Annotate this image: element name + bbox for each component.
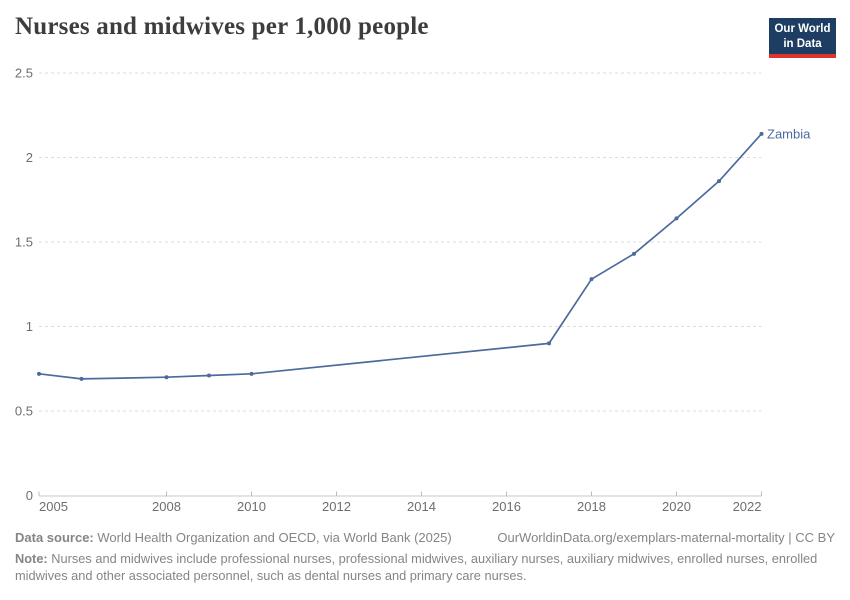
attribution-link[interactable]: OurWorldinData.org/exemplars-maternal-mo… xyxy=(497,530,835,545)
svg-text:2014: 2014 xyxy=(407,499,436,514)
entity-label[interactable]: Zambia xyxy=(767,126,811,141)
chart-note-text: Nurses and midwives include professional… xyxy=(15,551,818,584)
svg-text:0.5: 0.5 xyxy=(15,404,33,419)
data-line-zambia[interactable] xyxy=(38,132,763,380)
chart-note: Note: Nurses and midwives include profes… xyxy=(15,550,835,585)
data-source-text: World Health Organization and OECD, via … xyxy=(93,530,452,545)
line-chart[interactable]: 0 0.5 1 1.5 2 2.5 2005 2008 2010 2012 2014 2016 2018… xyxy=(0,0,850,528)
svg-text:1.5: 1.5 xyxy=(15,235,33,250)
svg-text:2: 2 xyxy=(26,150,33,165)
data-source: Data source: World Health Organization a… xyxy=(15,530,452,545)
svg-text:0: 0 xyxy=(26,488,33,503)
svg-text:2018: 2018 xyxy=(577,499,606,514)
x-axis-labels: 2005 2008 2010 2012 2014 2016 2018 2020 2022 xyxy=(39,499,762,514)
owid-logo-line2: in Data xyxy=(783,37,822,50)
gridlines xyxy=(39,72,762,412)
data-markers[interactable] xyxy=(37,131,764,381)
chart-note-label: Note: xyxy=(15,551,48,566)
svg-text:2022: 2022 xyxy=(733,499,762,514)
y-axis-labels: 0 0.5 1 1.5 2 2.5 xyxy=(15,66,33,504)
svg-text:2.5: 2.5 xyxy=(15,66,33,81)
svg-text:1: 1 xyxy=(26,319,33,334)
svg-text:2012: 2012 xyxy=(322,499,351,514)
svg-text:2005: 2005 xyxy=(39,499,68,514)
owid-logo-line1: Our World xyxy=(774,23,831,35)
x-axis xyxy=(38,491,762,497)
page-title: Nurses and midwives per 1,000 people xyxy=(15,13,429,40)
data-source-label: Data source: xyxy=(15,530,94,545)
chart-footer: Data source: World Health Organization a… xyxy=(15,530,835,585)
owid-logo[interactable]: Our World in Data xyxy=(769,18,836,59)
svg-text:2016: 2016 xyxy=(492,499,521,514)
svg-text:2010: 2010 xyxy=(237,499,266,514)
svg-text:2008: 2008 xyxy=(152,499,181,514)
svg-text:2020: 2020 xyxy=(662,499,691,514)
